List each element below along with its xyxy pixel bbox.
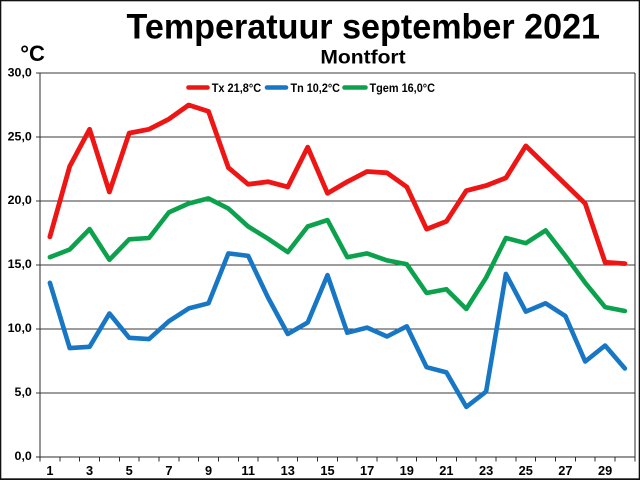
- svg-text:7: 7: [165, 463, 172, 478]
- svg-text:3: 3: [86, 463, 93, 478]
- svg-text:23: 23: [479, 463, 493, 478]
- svg-text:Tx 21,8°C: Tx 21,8°C: [212, 81, 262, 95]
- svg-text:11: 11: [241, 463, 255, 478]
- svg-text:25,0: 25,0: [8, 129, 32, 143]
- svg-text:13: 13: [281, 463, 295, 478]
- svg-text:1: 1: [46, 463, 53, 478]
- svg-text:27: 27: [558, 463, 572, 478]
- svg-text:Montfort: Montfort: [320, 48, 406, 69]
- svg-text:29: 29: [598, 463, 612, 478]
- svg-text:25: 25: [519, 463, 533, 478]
- svg-text:Tn 10,2°C: Tn 10,2°C: [291, 81, 341, 95]
- svg-text:Temperatuur september 2021: Temperatuur september 2021: [127, 7, 601, 46]
- svg-text:20,0: 20,0: [8, 193, 32, 207]
- svg-text:15,0: 15,0: [8, 257, 32, 271]
- svg-text:30,0: 30,0: [8, 65, 32, 79]
- svg-text:15: 15: [320, 463, 334, 478]
- svg-text:10,0: 10,0: [8, 321, 32, 335]
- svg-text:21: 21: [439, 463, 453, 478]
- svg-text:19: 19: [400, 463, 414, 478]
- svg-text:5,0: 5,0: [15, 385, 32, 399]
- svg-text:Tgem 16,0°C: Tgem 16,0°C: [370, 81, 436, 95]
- svg-text:°C: °C: [20, 41, 45, 66]
- svg-text:17: 17: [360, 463, 374, 478]
- svg-text:0,0: 0,0: [15, 449, 32, 463]
- svg-text:9: 9: [205, 463, 212, 478]
- svg-text:5: 5: [126, 463, 133, 478]
